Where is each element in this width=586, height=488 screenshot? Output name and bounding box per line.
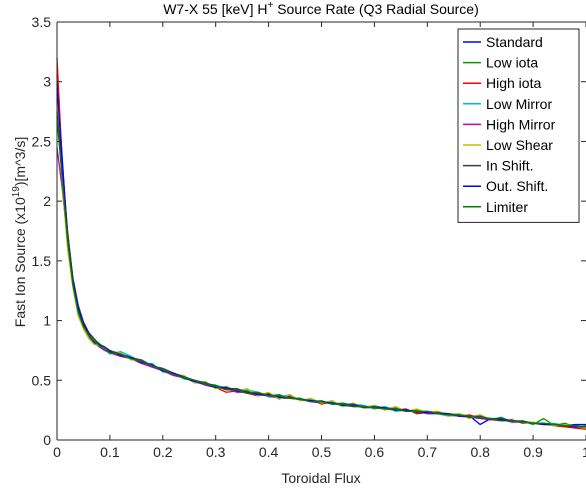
legend-label-1: Low iota [486,55,538,71]
chart-title: W7-X 55 [keV] H+ Source Rate (Q3 Radial … [163,0,479,17]
x-tick-label: 0.4 [259,444,279,460]
y-axis-title-sup: 19 [11,186,22,198]
y-axis-title-rest: )[m^3/s] [12,137,28,186]
y-tick-label: 2 [43,193,51,209]
chart-title-rest: Source Rate (Q3 Radial Source) [273,1,478,17]
y-tick-label: 1 [43,313,51,329]
x-tick-label: 0.1 [100,444,120,460]
x-tick-label: 0.7 [418,444,438,460]
x-tick-label: 0.9 [523,444,543,460]
y-tick-label: 3 [43,74,51,90]
chart-title-main: W7-X 55 [keV] H [163,1,267,17]
y-tick-label: 1.5 [32,253,52,269]
x-tick-label: 0.3 [206,444,226,460]
chart-title-sup: + [267,0,273,11]
legend-label-5: Low Shear [486,137,553,153]
y-tick-label: 0 [43,432,51,448]
y-tick-label: 3.5 [32,14,52,30]
series-line-8 [56,117,586,428]
legend-label-3: Low Mirror [486,96,552,112]
y-tick-label: 2.5 [32,133,52,149]
legend-label-2: High iota [486,75,541,91]
x-tick-label: 0.6 [365,444,385,460]
legend-label-6: In Shift. [486,158,533,174]
legend-box [457,28,580,223]
x-axis-title: Toroidal Flux [281,470,360,486]
legend: Standard Low iota High iota Low Mirror High … [457,28,580,223]
y-axis-title: Fast Ion Source (x1019)[m^3/s] [11,137,28,327]
x-tick-label: 0.5 [312,444,332,460]
legend-label-4: High Mirror [486,116,556,132]
x-tick-label: 0.8 [470,444,490,460]
y-axis-title-main: Fast Ion Source (x10 [12,197,28,327]
axes-layer: 0 0.1 0.2 0.3 0.4 0.5 0.6 0.7 0.8 0.9 1 0 0.5 1 1.5 2 2.… [32,14,586,460]
legend-label-7: Out. Shift. [486,178,548,194]
legend-label-0: Standard [486,34,543,50]
x-tick-label: 0.2 [153,444,173,460]
legend-label-8: Limiter [486,199,528,215]
x-tick-label: 1 [582,444,586,460]
series-layer [56,57,586,430]
x-tick-label: 0 [53,444,61,460]
y-tick-label: 0.5 [32,372,52,388]
